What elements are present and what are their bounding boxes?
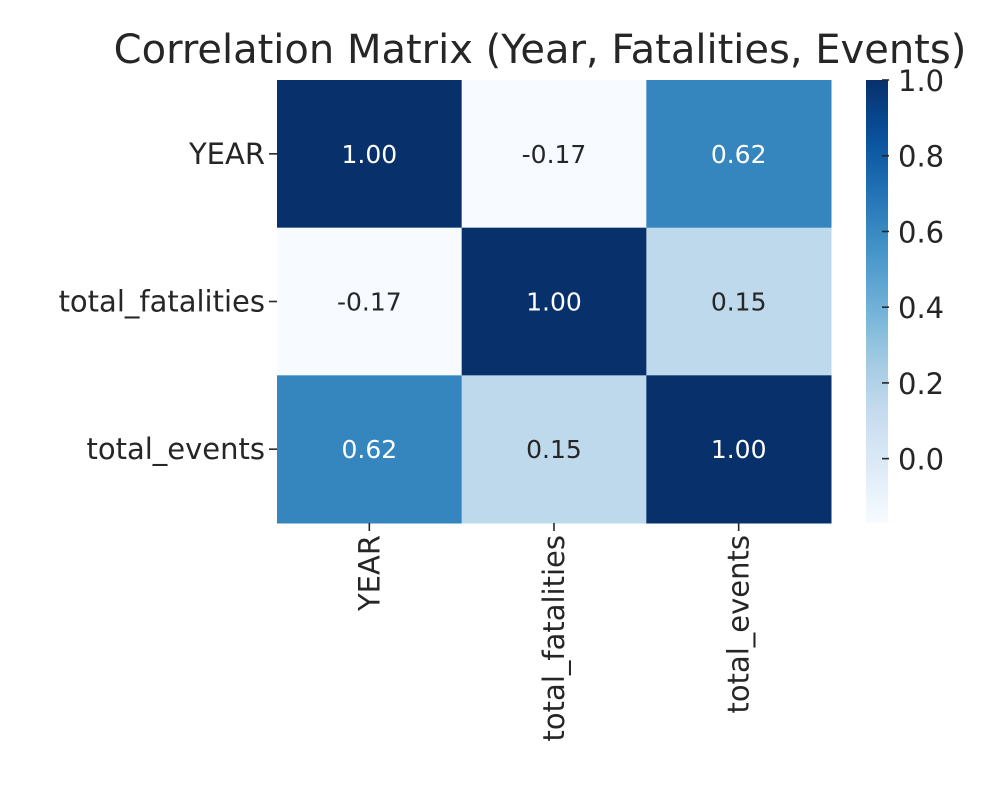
colorbar: 0.0 0.2 0.4 0.6 0.8 1.0 — [866, 64, 944, 523]
heatmap-cell — [646, 227, 832, 376]
heatmap-cell — [646, 375, 832, 524]
colorbar-tick-label: 1.0 — [898, 64, 944, 98]
colorbar-gradient — [866, 80, 888, 523]
y-tick-label: YEAR — [188, 137, 265, 171]
cell-value-label: 0.15 — [526, 435, 582, 464]
cell-value-label: 0.15 — [711, 288, 767, 317]
colorbar-tick-label: 0.6 — [898, 215, 944, 249]
heatmap-axis-labels: YEAR total_fatalities total_events YEAR tota… — [59, 137, 756, 742]
heatmap-cell — [646, 80, 832, 229]
cell-value-label: -0.17 — [337, 288, 402, 317]
heatmap-cells: 1.00 -0.17 0.62 -0.17 1.00 0.15 0.62 0.15 1.00 — [277, 80, 832, 524]
chart-title: Correlation Matrix (Year, Fatalities, Ev… — [114, 27, 967, 73]
heatmap-cell — [277, 227, 463, 376]
y-tick-label: total_events — [86, 432, 265, 466]
x-tick-label: total_events — [722, 535, 756, 714]
heatmap-cell — [461, 227, 647, 376]
cell-value-label: 1.00 — [341, 140, 397, 169]
cell-value-label: 0.62 — [711, 140, 767, 169]
y-tick-label: total_fatalities — [59, 285, 265, 319]
colorbar-tick-label: 0.0 — [898, 443, 944, 477]
heatmap-cell — [461, 375, 647, 524]
cell-value-label: -0.17 — [522, 140, 587, 169]
heatmap-cell — [277, 80, 463, 229]
heatmap-cell — [461, 80, 647, 229]
colorbar-tick-label: 0.8 — [898, 140, 944, 174]
x-tick-label: total_fatalities — [537, 535, 571, 741]
x-tick-label: YEAR — [352, 535, 386, 612]
colorbar-tick-label: 0.4 — [898, 291, 944, 325]
heatmap-cell — [277, 375, 463, 524]
cell-value-label: 0.62 — [341, 435, 397, 464]
colorbar-tick-label: 0.2 — [898, 367, 944, 401]
cell-value-label: 1.00 — [526, 288, 582, 317]
cell-value-label: 1.00 — [711, 435, 767, 464]
